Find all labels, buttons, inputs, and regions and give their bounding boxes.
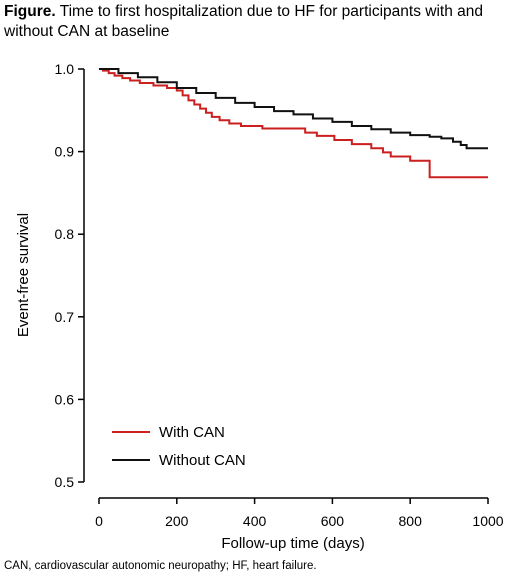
x-tick-label: 0 (95, 513, 103, 529)
y-tick-label: 0.5 (55, 474, 75, 490)
figure-title-lead: Figure. (4, 3, 56, 20)
x-axis-label: Follow-up time (days) (221, 535, 364, 552)
x-tick-label: 400 (243, 513, 267, 529)
y-tick-label: 0.6 (55, 391, 75, 407)
figure-title: Figure. Time to first hospitalization du… (4, 2, 518, 42)
y-tick-label: 0.7 (55, 309, 75, 325)
x-tick-label: 200 (165, 513, 189, 529)
x-tick-label: 600 (321, 513, 345, 529)
x-tick-label: 1000 (472, 513, 503, 529)
x-tick-label: 800 (399, 513, 423, 529)
chart-axes: 0.5 0.6 0.7 0.8 0.9 1.0 0 200 400 600 800 1000 (55, 61, 504, 529)
chart-legend: With CAN Without CAN (112, 424, 246, 469)
y-tick-label: 0.8 (55, 226, 75, 242)
y-tick-label: 1.0 (55, 61, 75, 77)
figure-footnote: CAN, cardiovascular autonomic neuropathy… (4, 560, 317, 572)
legend-label-with-can: With CAN (159, 424, 225, 441)
y-axis-label: Event-free survival (15, 213, 32, 337)
legend-label-without-can: Without CAN (159, 452, 246, 469)
figure-title-text: Time to first hospitalization due to HF … (4, 3, 483, 40)
series-line-with-can (99, 68, 488, 179)
chart-series (99, 68, 488, 179)
y-tick-label: 0.9 (55, 144, 75, 160)
series-line-without-can (99, 68, 488, 150)
